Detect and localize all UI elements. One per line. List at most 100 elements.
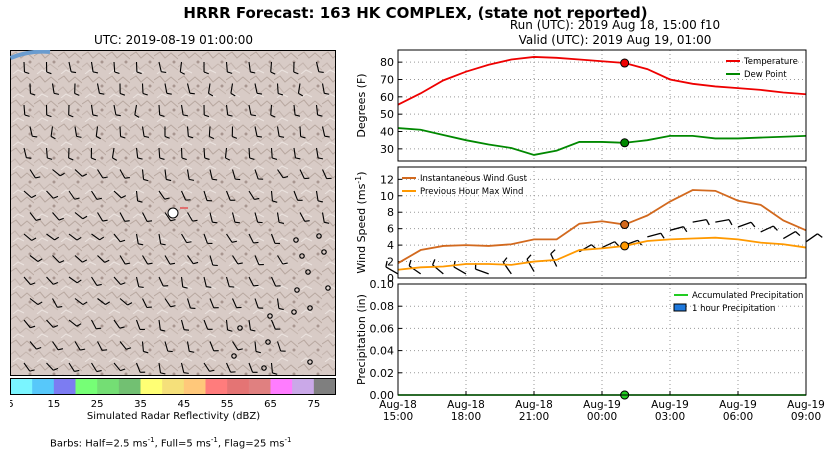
colorbar-cell xyxy=(75,378,98,395)
barb-shaft xyxy=(203,147,206,159)
map-wind-barb xyxy=(113,190,127,199)
y-tick-label: 60 xyxy=(380,91,394,104)
map-wind-barb xyxy=(186,169,195,181)
barb-shaft xyxy=(142,298,148,308)
map-wind-barb xyxy=(299,126,306,139)
barb-feather xyxy=(182,286,188,289)
barb-feather xyxy=(102,176,108,179)
map-wind-barb xyxy=(113,61,120,74)
map-wind-barb xyxy=(29,83,36,96)
calm-wind-marker xyxy=(321,249,327,255)
barb-shaft xyxy=(158,276,164,287)
map-wind-barb xyxy=(180,147,187,161)
barb-shaft xyxy=(232,341,239,351)
x-tick-date: Aug-18 xyxy=(515,399,553,411)
barb-feather xyxy=(26,157,32,159)
map-wind-barb xyxy=(113,362,126,372)
map-wind-barb xyxy=(135,276,144,288)
barb-shaft xyxy=(276,341,282,352)
map-wind-barb xyxy=(68,61,77,74)
barb-feather xyxy=(53,325,59,328)
colorbar-tick-label: 25 xyxy=(91,399,104,410)
barb-shaft xyxy=(158,61,162,72)
colorbar-cell xyxy=(313,378,336,395)
barbs-note-full: , Full=5 ms xyxy=(154,438,211,450)
barb-feather xyxy=(96,370,102,373)
calm-wind-marker xyxy=(325,285,331,291)
barb-feather xyxy=(204,114,210,118)
barb-feather xyxy=(324,92,330,95)
barb-shaft xyxy=(95,126,99,137)
barb-shaft xyxy=(135,276,140,287)
wind-barb xyxy=(502,257,512,275)
x-tick-time: 03:00 xyxy=(655,411,685,423)
barb-feather xyxy=(250,329,256,332)
calm-wind-marker xyxy=(307,359,313,365)
map-wind-barb xyxy=(142,255,153,265)
calm-wind-marker xyxy=(307,305,313,311)
barb-shaft xyxy=(186,83,191,94)
colorbar-cell xyxy=(205,378,228,395)
map-wind-barb xyxy=(113,104,121,117)
barb-feather xyxy=(180,71,185,75)
barb-feather xyxy=(136,71,142,75)
barb-feather xyxy=(408,259,412,267)
map-wind-barb xyxy=(293,147,301,160)
barb-shaft xyxy=(91,319,97,330)
colorbar-tick-label: 65 xyxy=(264,399,277,410)
colorbar-cell xyxy=(97,378,120,395)
barb-feather xyxy=(254,197,260,200)
barb-shaft xyxy=(134,104,138,115)
barb-feather xyxy=(208,92,214,97)
map-wind-barb xyxy=(135,319,145,331)
barb-shaft xyxy=(113,362,121,372)
barb-shaft xyxy=(97,298,106,305)
map-wind-barb xyxy=(158,319,166,332)
barb-feather xyxy=(230,92,236,97)
valid-time-marker xyxy=(620,241,630,251)
map-wind-barb xyxy=(97,298,111,305)
colorbar-cell xyxy=(292,378,315,395)
barb-feather xyxy=(105,301,111,305)
barb-shaft xyxy=(29,341,37,350)
barb-shaft xyxy=(142,212,148,222)
barb-feather xyxy=(31,237,37,241)
map-wind-barb xyxy=(95,126,101,140)
map-wind-barb xyxy=(254,341,261,354)
barb-feather xyxy=(324,135,330,138)
barb-feather xyxy=(169,262,176,265)
map-wind-barb xyxy=(248,61,256,74)
barb-shaft xyxy=(180,104,184,115)
map-wind-barb xyxy=(248,362,258,373)
map-wind-barb xyxy=(209,255,218,267)
y-tick-label: 0.02 xyxy=(370,367,395,380)
barb-feather xyxy=(159,114,165,117)
barb-shaft xyxy=(225,190,231,201)
map-wind-barb xyxy=(74,255,88,263)
barb-shaft xyxy=(299,212,306,222)
map-wind-barb xyxy=(321,83,330,95)
barb-shaft xyxy=(113,190,122,199)
barb-feather xyxy=(278,221,285,224)
colorbar-cell xyxy=(32,378,55,395)
barb-feather xyxy=(92,114,98,117)
barb-shaft xyxy=(23,276,31,285)
barb-feather xyxy=(249,157,255,160)
calm-wind-marker xyxy=(291,309,297,315)
map-wind-barb xyxy=(52,341,64,351)
map-wind-barb xyxy=(231,126,238,139)
barb-feather xyxy=(80,348,86,351)
barb-feather xyxy=(183,372,189,374)
map-wind-barb xyxy=(224,147,231,161)
barb-shaft xyxy=(526,258,535,272)
map-wind-barb xyxy=(277,255,288,265)
map-calm-markers xyxy=(231,233,331,371)
map-wind-barb xyxy=(270,104,276,118)
series-line xyxy=(397,127,807,156)
barb-feather xyxy=(278,92,284,96)
barb-shaft xyxy=(208,126,211,137)
map-wind-barb xyxy=(29,212,42,221)
wind-barb xyxy=(669,226,688,233)
map-wind-barb xyxy=(23,190,37,199)
barb-feather xyxy=(772,225,778,231)
